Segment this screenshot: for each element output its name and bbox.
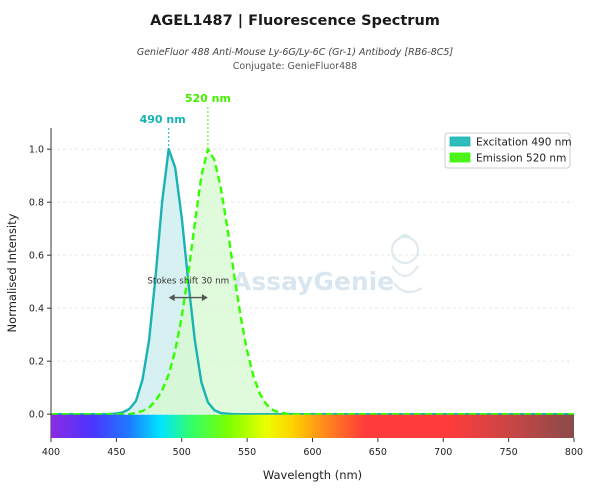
stokes-shift-annotation: Stokes shift 30 nm (147, 277, 229, 302)
chart-subtitle: GenieFluor 488 Anti-Mouse Ly-6G/Ly-6C (G… (137, 47, 454, 58)
x-tick-label: 700 (434, 447, 452, 458)
conjugate-label: Conjugate: GenieFluor488 (233, 61, 357, 72)
legend-swatch-emission (449, 152, 471, 163)
y-tick-label: 0.6 (29, 251, 44, 262)
y-tick-label: 0.2 (29, 357, 44, 368)
y-axis-ticks: 0.0 0.2 0.4 0.6 0.8 1.0 (29, 145, 51, 421)
y-tick-label: 0.4 (29, 304, 44, 315)
x-tick-label: 650 (369, 447, 387, 458)
peak-markers: 490 nm 520 nm (140, 92, 231, 150)
peak-label-excitation: 490 nm (140, 113, 186, 126)
x-tick-label: 550 (238, 447, 256, 458)
genie-logo-icon (391, 234, 423, 293)
legend-label-emission: Emission 520 nm (476, 153, 566, 165)
spectrum-areas (51, 149, 574, 415)
legend-swatch-excitation (449, 136, 471, 147)
series-area-emission (51, 149, 574, 415)
y-tick-label: 1.0 (29, 145, 44, 156)
x-tick-label: 500 (173, 447, 191, 458)
x-tick-label: 800 (565, 447, 583, 458)
legend: Excitation 490 nm Emission 520 nm (444, 132, 572, 169)
x-tick-label: 400 (42, 447, 60, 458)
series-line-excitation (51, 148, 574, 416)
arrowhead-right-icon (201, 294, 208, 302)
stokes-shift-label: Stokes shift 30 nm (147, 277, 229, 287)
watermark: AssayGenie (232, 234, 423, 296)
y-axis-label: Normalised Intensity (5, 213, 19, 332)
peak-label-emission: 520 nm (185, 92, 231, 105)
x-tick-label: 600 (303, 447, 321, 458)
x-tick-label: 450 (107, 447, 125, 458)
visible-spectrum-bar (51, 414, 574, 438)
x-axis-ticks: 400 450 500 550 600 650 700 750 800 (42, 438, 583, 458)
legend-box (444, 132, 571, 169)
y-tick-label: 0.0 (29, 410, 44, 421)
legend-label-excitation: Excitation 490 nm (476, 137, 572, 149)
spectrum-lines (51, 148, 574, 416)
watermark-text: AssayGenie (232, 267, 394, 296)
x-tick-label: 750 (500, 447, 518, 458)
arrowhead-left-icon (168, 294, 175, 302)
x-axis-label: Wavelength (nm) (263, 468, 362, 482)
series-line-emission (51, 148, 574, 416)
chart-title: AGEL1487 | Fluorescence Spectrum (150, 13, 440, 29)
y-tick-label: 0.8 (29, 198, 44, 209)
